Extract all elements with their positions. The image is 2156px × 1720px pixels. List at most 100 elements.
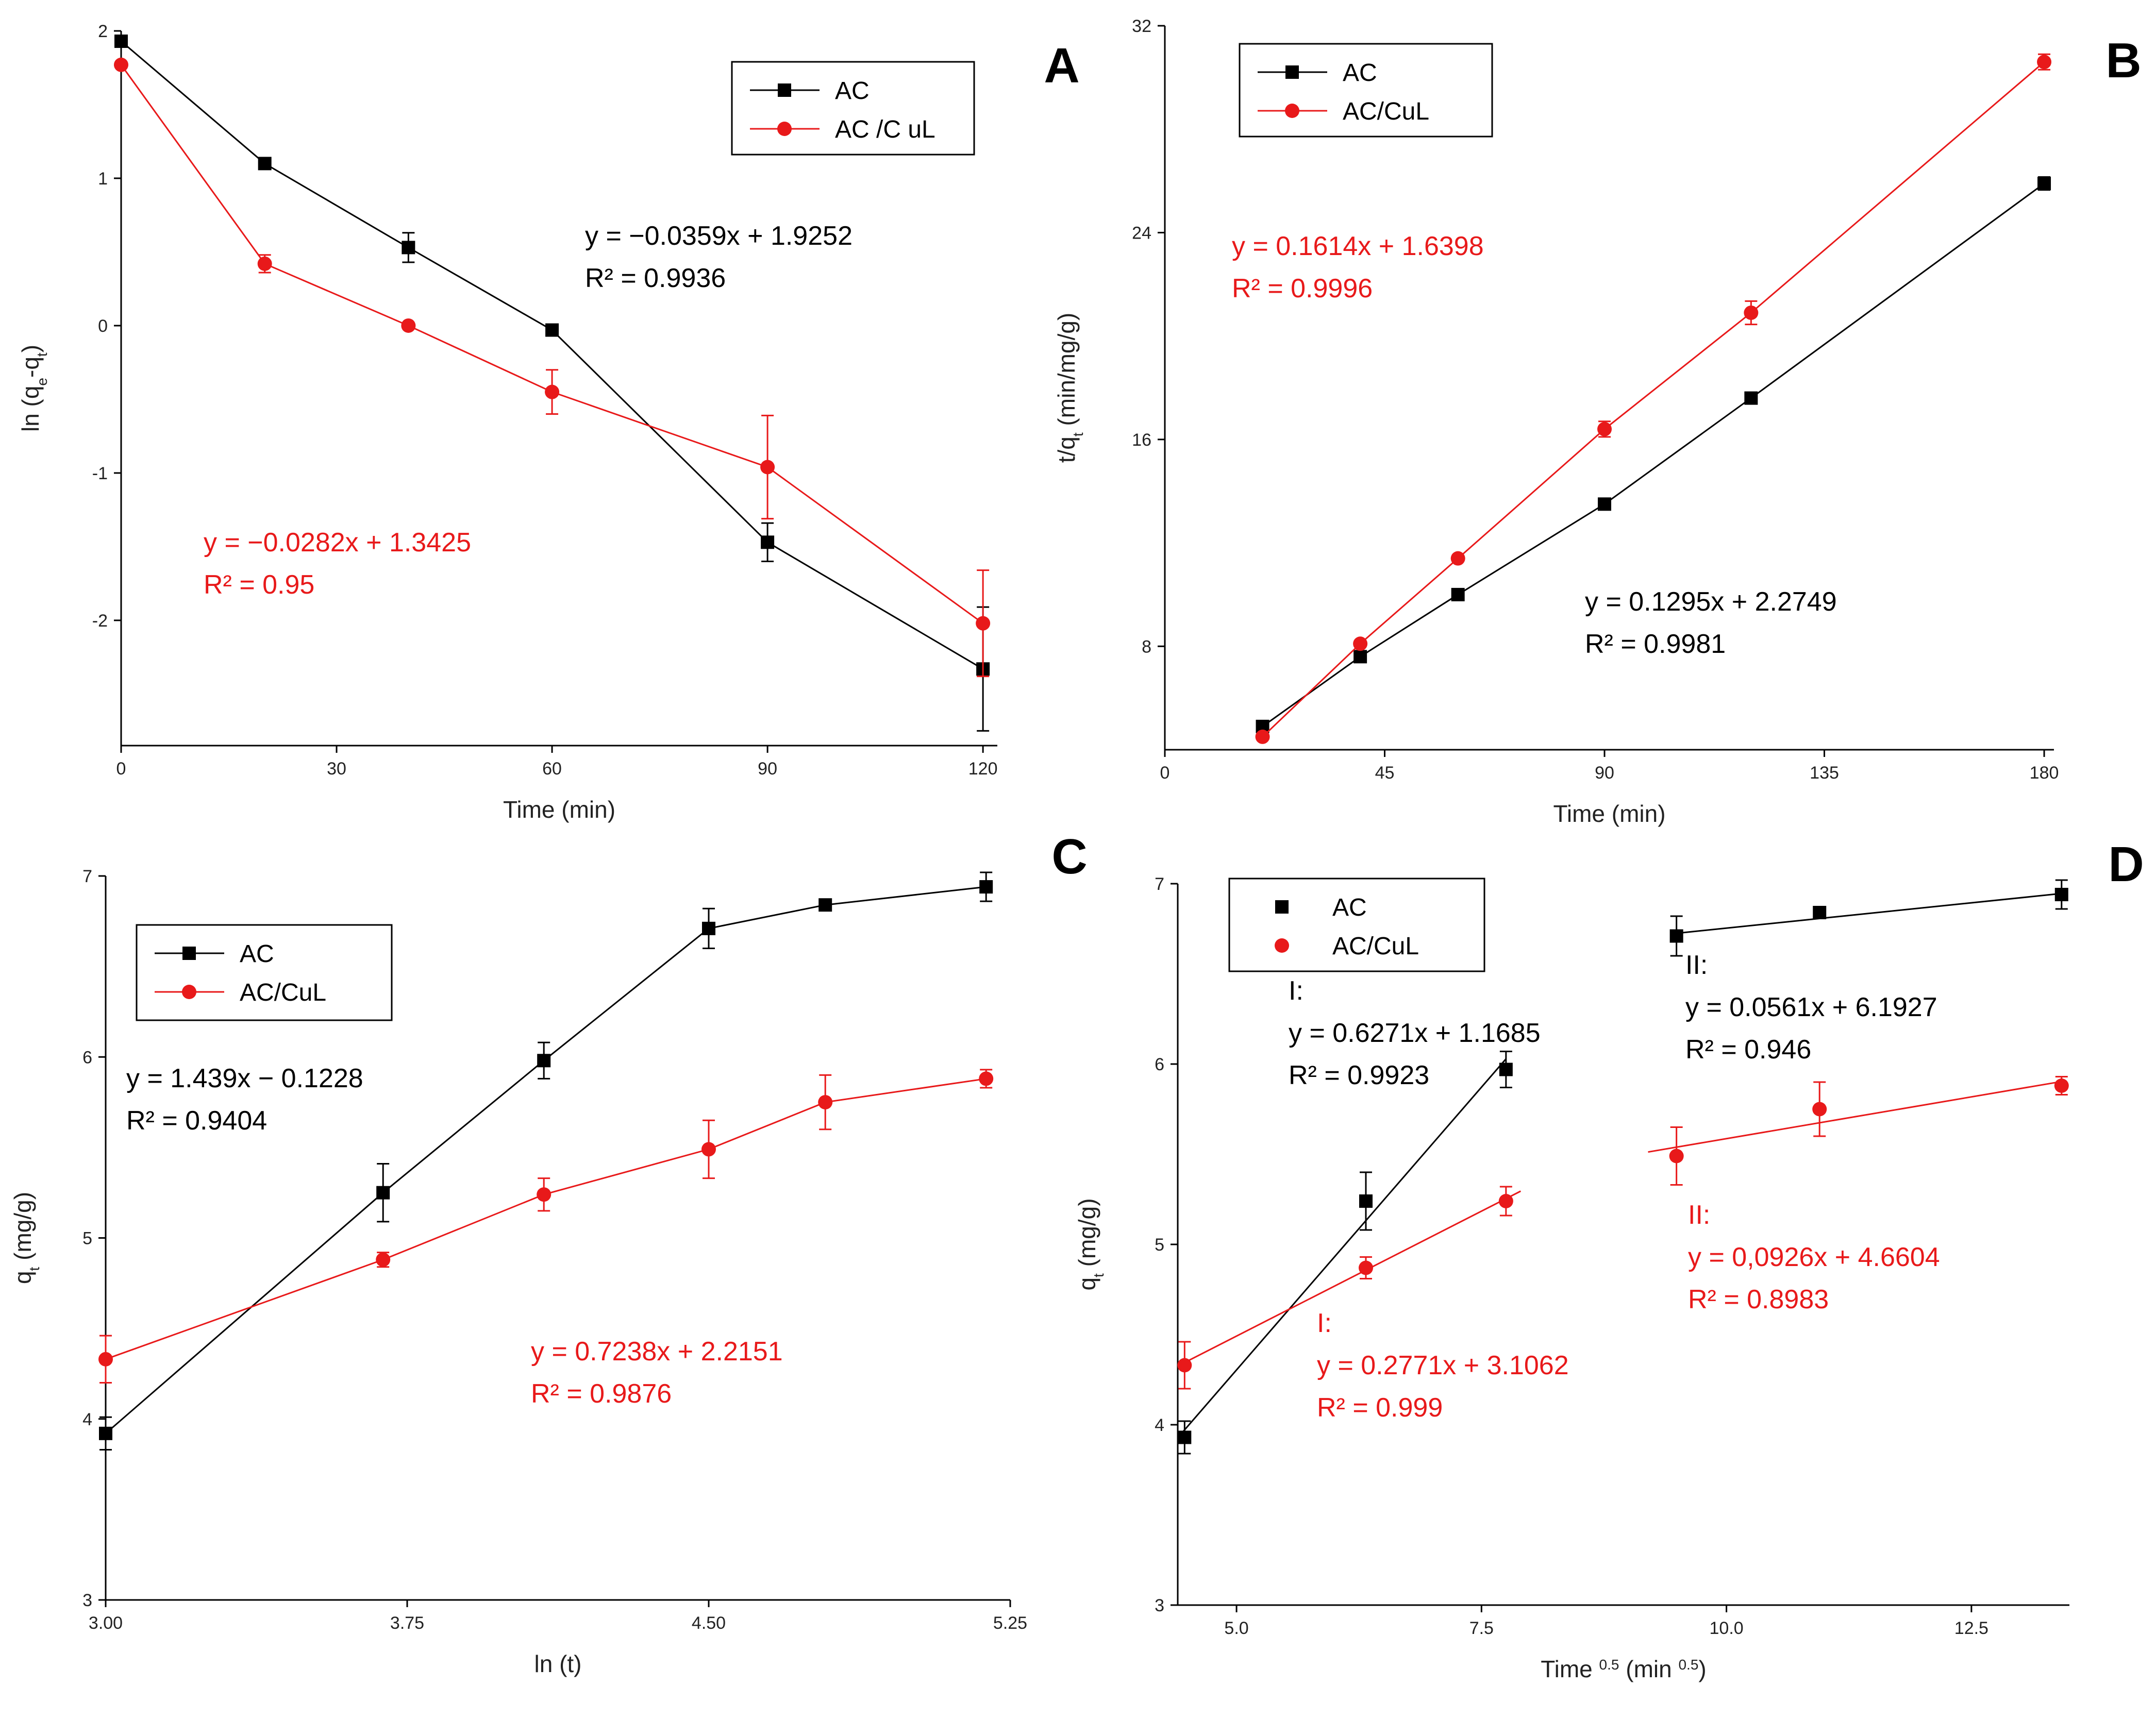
equation-annotation: y = 0.2771x + 3.1062 [1317, 1351, 1569, 1380]
x-axis-title: Time (min) [503, 796, 615, 823]
y-axis-title: t/qt (min/mg/g) [1053, 313, 1086, 463]
fit-line [1177, 1058, 1507, 1439]
equation-annotation: y = −0.0282x + 1.3425 [204, 528, 471, 558]
equation-annotation: y = 0,0926x + 4.6604 [1688, 1242, 1940, 1272]
legend-box [136, 924, 393, 1021]
equation-annotation: y = 1.439x − 0.1228 [126, 1064, 363, 1093]
panel-letter: B [2105, 33, 2141, 88]
series-ac [99, 871, 993, 1451]
x-tick-label: 7.5 [1469, 1618, 1494, 1638]
x-tick-label: 4.50 [692, 1613, 726, 1633]
y-tick-label: 3 [82, 1591, 92, 1610]
fit-line [1648, 1081, 2062, 1153]
data-point [537, 1054, 551, 1068]
panel-a: 0 30 60 90 120 -2 -1 0 1 2 Time (min) ln (qe-qt) A AC… [17, 22, 1080, 823]
series-accul [114, 57, 991, 678]
x-tick-label: 3.75 [390, 1613, 424, 1633]
x-tick-label: 90 [1595, 763, 1614, 783]
data-point [760, 460, 775, 475]
y-tick-label: -1 [92, 464, 108, 483]
series-line [121, 40, 983, 670]
y-tick-label: 4 [1155, 1415, 1164, 1435]
series-accul [1255, 53, 2052, 744]
data-point [1597, 421, 1612, 436]
series-line [105, 886, 987, 1434]
equation-annotation: R² = 0.8983 [1688, 1285, 1829, 1314]
data-point [1813, 906, 1827, 919]
equation-annotation: y = 0.6271x + 1.1685 [1289, 1018, 1541, 1048]
x-tick-label: 135 [1810, 763, 1839, 783]
x-tick-label: 60 [542, 759, 562, 779]
y-axis-title-script: t [34, 352, 50, 357]
y-axis-title-script: t [1091, 1273, 1107, 1277]
series-accul [1177, 1076, 2069, 1390]
legend-label: AC/CuL [1343, 98, 1429, 125]
data-point [1178, 1430, 1192, 1444]
data-point [1353, 636, 1368, 651]
y-axis-title-part: t/q [1053, 436, 1080, 463]
x-tick-label: 3.00 [89, 1613, 123, 1633]
x-tick-label: 5.25 [993, 1613, 1027, 1633]
series-ac [1177, 879, 2068, 1455]
data-point [99, 1426, 112, 1440]
x-tick-label: 120 [968, 759, 998, 779]
legend: AC AC /C uL [731, 61, 975, 156]
data-point [979, 880, 993, 894]
x-tick-label: 45 [1375, 763, 1395, 783]
y-axis-title: qt (mg/g) [1074, 1198, 1107, 1290]
y-tick-label: 7 [82, 867, 92, 886]
y-tick-label: 16 [1132, 430, 1151, 450]
equation-annotation: R² = 0.9981 [1585, 629, 1726, 659]
data-point [376, 1186, 390, 1200]
data-point [1359, 1260, 1374, 1275]
x-axis-title-part: Time [1541, 1656, 1599, 1682]
series-line [1262, 182, 2045, 728]
x-tick-label: 5.0 [1224, 1618, 1248, 1638]
data-point [258, 157, 272, 171]
data-point [1744, 305, 1759, 320]
equation-annotation: R² = 0.9996 [1232, 274, 1373, 303]
y-axis-title-part: ln (q [17, 386, 44, 432]
legend-marker [777, 122, 792, 136]
x-tick-label: 0 [1160, 763, 1170, 783]
y-axis-title-part: ) [17, 345, 44, 352]
data-point [1598, 497, 1612, 511]
legend-label: AC [835, 77, 870, 105]
y-tick-label: 5 [82, 1229, 92, 1249]
data-point [1669, 1149, 1684, 1163]
equation-annotation: R² = 0.9404 [126, 1106, 267, 1136]
data-point [818, 1095, 833, 1110]
equation-annotation: y = −0.0359x + 1.9252 [585, 221, 853, 251]
y-tick-label: 32 [1132, 16, 1151, 36]
x-axis-title: ln (t) [534, 1650, 582, 1677]
data-point [537, 1187, 551, 1202]
y-tick-label: 1 [98, 169, 108, 189]
data-point [702, 921, 715, 935]
legend-box [1239, 43, 1493, 138]
data-point [1498, 1194, 1513, 1208]
legend-label: AC [1343, 59, 1377, 87]
equation-annotation: I: [1289, 976, 1303, 1006]
x-axis-title: Time 0.5 (min 0.5) [1541, 1656, 1707, 1682]
y-tick-label: 2 [98, 22, 108, 41]
data-point [2037, 55, 2052, 70]
panel-letter: C [1051, 829, 1087, 884]
y-tick-label: 4 [82, 1410, 92, 1429]
legend-marker [182, 985, 196, 999]
data-point [761, 535, 775, 549]
legend-box [731, 61, 975, 156]
data-point [1450, 551, 1465, 566]
y-axis-title: ln (qe-qt) [17, 345, 50, 432]
panel-letter: D [2108, 837, 2144, 892]
y-tick-label: 8 [1142, 637, 1151, 656]
data-point [401, 318, 416, 333]
panel-b: 0 45 90 135 180 8 16 24 32 Time (min) t/qt (min/mg… [1053, 16, 2142, 827]
fit-line [1676, 892, 2062, 934]
equation-annotation: y = 0.0561x + 6.1927 [1685, 992, 1937, 1022]
data-point [114, 57, 128, 72]
legend: AC AC/CuL [136, 924, 393, 1021]
y-tick-label: 6 [1155, 1055, 1164, 1074]
equation-annotation: I: [1317, 1308, 1332, 1338]
panel-letter: A [1044, 38, 1079, 93]
